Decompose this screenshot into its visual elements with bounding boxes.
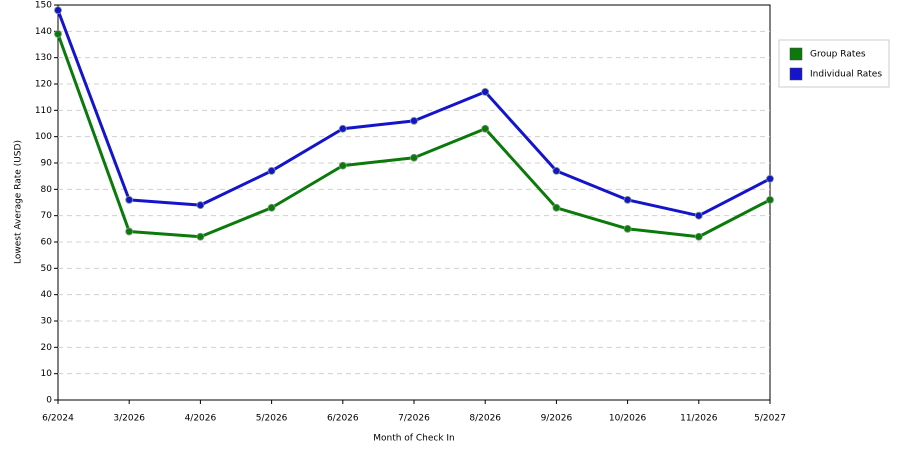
x-tick-label: 10/2026	[609, 414, 647, 424]
data-point	[766, 195, 774, 204]
y-tick-label: 70	[41, 211, 53, 221]
data-point	[125, 227, 134, 236]
x-axis-label: Month of Check In	[373, 434, 455, 444]
y-tick-label: 150	[35, 1, 52, 11]
data-point	[694, 232, 703, 241]
x-tick-label: 6/2024	[42, 414, 74, 424]
x-tick-label: 3/2026	[113, 414, 145, 424]
legend-swatch	[789, 47, 803, 61]
data-point	[552, 203, 561, 212]
y-tick-label: 110	[35, 106, 52, 116]
y-axis-label: Lowest Average Rate (USD)	[14, 140, 24, 264]
data-point	[766, 174, 774, 183]
y-tick-label: 40	[41, 290, 53, 300]
y-tick-label: 80	[41, 185, 53, 195]
legend-label: Individual Rates	[810, 70, 882, 80]
y-tick-label: 0	[46, 396, 52, 406]
y-tick-label: 120	[35, 80, 52, 90]
data-point	[410, 153, 418, 162]
data-point	[125, 195, 134, 204]
x-tick-label: 5/2026	[256, 414, 288, 424]
data-point	[623, 195, 632, 204]
data-point	[338, 124, 347, 133]
data-point	[694, 211, 703, 220]
y-tick-label: 30	[41, 317, 53, 327]
data-point	[267, 203, 276, 212]
y-tick-label: 50	[41, 264, 53, 274]
data-point	[481, 88, 490, 96]
data-point	[623, 224, 632, 233]
x-tick-label: 11/2026	[680, 414, 718, 424]
y-tick-label: 90	[41, 159, 53, 169]
x-tick-label: 9/2026	[541, 414, 573, 424]
legend-swatch	[789, 67, 803, 81]
data-point	[552, 166, 561, 175]
data-point	[338, 161, 347, 170]
y-tick-label: 10	[41, 369, 53, 379]
legend-label: Group Rates	[810, 50, 866, 60]
y-tick-label: 140	[35, 27, 52, 37]
x-tick-label: 5/2027	[754, 414, 786, 424]
data-point	[54, 6, 62, 15]
data-point	[481, 124, 490, 133]
data-point	[267, 166, 276, 175]
x-tick-label: 4/2026	[185, 414, 217, 424]
x-tick-label: 8/2026	[469, 414, 501, 424]
y-tick-label: 100	[35, 132, 52, 142]
x-tick-label: 6/2026	[327, 414, 359, 424]
y-tick-label: 130	[35, 53, 52, 63]
data-point	[54, 30, 62, 38]
data-point	[196, 201, 205, 210]
x-tick-label: 7/2026	[398, 414, 430, 424]
y-tick-label: 20	[41, 343, 53, 353]
data-point	[196, 232, 205, 241]
data-point	[410, 116, 418, 125]
y-tick-label: 60	[41, 238, 53, 248]
